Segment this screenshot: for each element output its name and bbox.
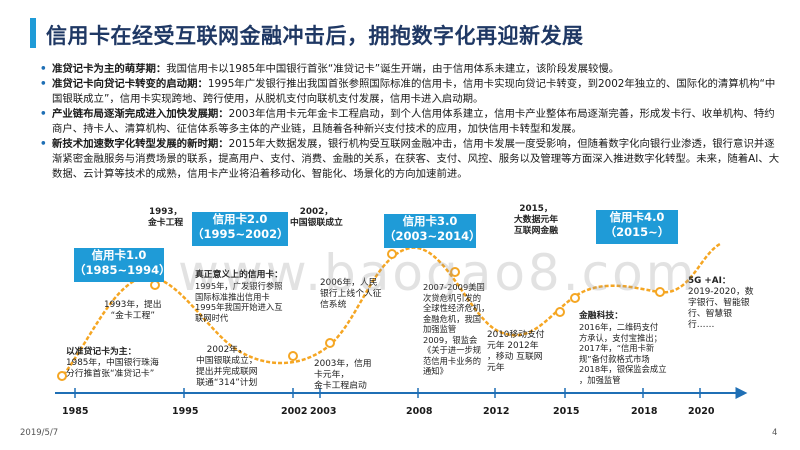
card-stage-3: 信用卡3.0 （2003~2014） <box>384 214 481 248</box>
year-label-2003: 2003 <box>310 406 337 417</box>
year-label-2008: 2008 <box>406 406 433 417</box>
page-number: 4 <box>772 428 778 438</box>
card-stage-2-title: 信用卡2.0 <box>212 212 268 226</box>
marker-2016 <box>570 293 580 303</box>
annotation-2002-top: 2002， 中国银联成立 <box>290 207 343 228</box>
annotation-2020-heading: 5G +AI： <box>688 276 731 286</box>
bullet-dot-icon: • <box>40 78 47 90</box>
annotation-2003: 2003年，信用 卡元年， 金卡工程启动 <box>314 359 372 391</box>
title-accent-bar <box>30 18 36 48</box>
annotation-2016: 2016年，二维码支付 方承认，支付宝推出； 2017年，“信用卡新 规”备付款… <box>579 322 667 385</box>
card-stage-1: 信用卡1.0 （1985~1994） <box>74 248 171 282</box>
year-label-1995: 1995 <box>172 406 199 417</box>
annotation-1993-top: 1993， 金卡工程 <box>148 207 184 228</box>
annotation-1985-heading: 以准贷记卡为主： <box>66 347 137 357</box>
bullet-text: 准贷记卡向贷记卡转变的启动期：1995年广发银行推出我国首张参照国际标准的信用卡… <box>52 77 780 107</box>
annotation-2020: 2019-2020，数 字银行、智能银 行、智慧银 行…… <box>688 287 754 330</box>
annotation-2006: 2006年，人民 银行上线个人征 信系统 <box>320 278 382 310</box>
bullet-item: • 产业链布局逐渐完成进入加快发展期：2003年信用卡元年金卡工程启动，到个人信… <box>40 107 780 137</box>
annotation-1995: 1995年，广发银行参照 国际标准推出信用卡 1995年我国开始进入互 联网时代 <box>195 281 283 323</box>
card-stage-4-period: （2015~） <box>604 225 670 239</box>
bullet-heading: 准贷记卡为主的萌芽期： <box>52 63 167 75</box>
card-stage-3-title: 信用卡3.0 <box>402 214 458 228</box>
bullet-heading: 新技术加速数字化转型发展的新时期： <box>52 138 229 150</box>
annotation-2007: 2007-2009美国 次贷危机引发的 全球性经济危机， 金融危机，我国 加强监… <box>423 282 490 376</box>
year-label-2012: 2012 <box>483 406 510 417</box>
bullet-body: 1995年广发银行推出我国首张参照国际标准的信用卡，信用卡实现向贷记卡转变，到2… <box>52 78 776 105</box>
bullet-dot-icon: • <box>40 108 47 120</box>
year-label-2018: 2018 <box>631 406 658 417</box>
marker-2008 <box>450 267 460 277</box>
marker-2015 <box>555 307 565 317</box>
timeline-ticks <box>74 388 701 398</box>
bullet-body: 2003年信用卡元年金卡工程启动，到个人信用体系建立，信用卡产业整体布局逐渐完善… <box>52 108 775 135</box>
bullet-dot-icon: • <box>40 63 47 75</box>
page-title: 信用卡在经受互联网金融冲击后，拥抱数字化再迎新发展 <box>46 24 584 48</box>
annotation-1995-heading: 真正意义上的信用卡： <box>195 270 283 280</box>
marker-1993 <box>150 280 160 290</box>
card-stage-3-period: （2003~2014） <box>384 229 481 243</box>
annotation-2016-heading: 金融科技： <box>579 311 623 321</box>
card-stage-2: 信用卡2.0 （1995~2002） <box>192 212 289 246</box>
bullet-heading: 产业链布局逐渐完成进入加快发展期： <box>52 108 229 120</box>
footer-date: 2019/5/7 <box>20 428 59 438</box>
marker-1985 <box>57 371 67 381</box>
annotation-2015-top: 2015， 大数据元年 互联网金融 <box>514 204 558 236</box>
annotation-1985: 1985年，中国银行珠海 分行推首张“准贷记卡” <box>66 358 159 379</box>
card-stage-2-period: （1995~2002） <box>192 227 289 241</box>
bullet-list: • 准贷记卡为主的萌芽期：我国信用卡以1985年中国银行首张“准贷记卡”诞生开端… <box>40 62 780 182</box>
bullet-body: 2015年大数据发展，银行机构受互联网金融冲击，信用卡发展一度受影响，但随着数字… <box>52 138 780 180</box>
year-label-2020: 2020 <box>688 406 715 417</box>
bullet-item: • 新技术加速数字化转型发展的新时期：2015年大数据发展，银行机构受互联网金融… <box>40 137 780 182</box>
annotation-1993: 1993年，提出 “金卡工程” <box>104 300 162 321</box>
bullet-heading: 准贷记卡向贷记卡转变的启动期： <box>52 78 208 90</box>
year-label-2002: 2002 <box>281 406 308 417</box>
bullet-item: • 准贷记卡为主的萌芽期：我国信用卡以1985年中国银行首张“准贷记卡”诞生开端… <box>40 62 780 77</box>
card-stage-4-title: 信用卡4.0 <box>609 210 665 224</box>
bullet-text: 产业链布局逐渐完成进入加快发展期：2003年信用卡元年金卡工程启动，到个人信用体… <box>52 107 780 137</box>
bullet-text: 新技术加速数字化转型发展的新时期：2015年大数据发展，银行机构受互联网金融冲击… <box>52 137 780 182</box>
year-label-1985: 1985 <box>62 406 89 417</box>
marker-2006 <box>387 249 397 259</box>
bullet-dot-icon: • <box>40 138 47 150</box>
annotation-2010: 2010移动支付 元年 2012年 ，移动 互联网 元年 <box>487 330 545 373</box>
bullet-item: • 准贷记卡向贷记卡转变的启动期：1995年广发银行推出我国首张参照国际标准的信… <box>40 77 780 107</box>
card-stage-1-title: 信用卡1.0 <box>91 248 147 262</box>
watermark-text: www.baogao8.com <box>178 244 698 302</box>
bullet-text: 准贷记卡为主的萌芽期：我国信用卡以1985年中国银行首张“准贷记卡”诞生开端，由… <box>52 62 780 77</box>
marker-2003 <box>325 338 335 348</box>
annotation-2002: 2002年， 中国银联成立， 提出并完成联网 联通“314”计划 <box>196 345 258 388</box>
marker-2018 <box>655 287 665 297</box>
marker-2002 <box>288 351 298 361</box>
card-stage-1-period: （1985~1994） <box>74 263 171 277</box>
bullet-body: 我国信用卡以1985年中国银行首张“准贷记卡”诞生开端，由于信用体系未建立，该阶… <box>166 63 620 75</box>
card-stage-4: 信用卡4.0 （2015~） <box>596 210 678 244</box>
year-label-2015: 2015 <box>553 406 580 417</box>
